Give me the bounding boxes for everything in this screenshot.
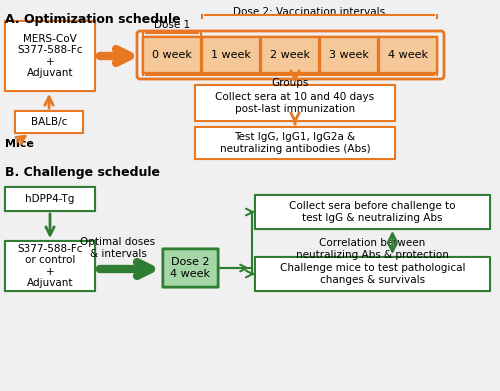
FancyBboxPatch shape (379, 37, 437, 73)
Text: BALB/c: BALB/c (31, 117, 67, 127)
FancyBboxPatch shape (5, 187, 95, 211)
FancyBboxPatch shape (255, 195, 490, 229)
Text: Mice: Mice (5, 139, 34, 149)
FancyBboxPatch shape (163, 249, 218, 287)
Text: S377-588-Fc
or control
+
Adjuvant: S377-588-Fc or control + Adjuvant (17, 244, 83, 289)
FancyBboxPatch shape (255, 257, 490, 291)
FancyBboxPatch shape (202, 37, 260, 73)
Text: Collect sera before challenge to
test IgG & neutralizing Abs: Collect sera before challenge to test Ig… (289, 201, 456, 223)
FancyBboxPatch shape (320, 37, 378, 73)
Text: Dose 2
4 week: Dose 2 4 week (170, 257, 210, 279)
Text: B. Challenge schedule: B. Challenge schedule (5, 166, 160, 179)
FancyBboxPatch shape (5, 21, 95, 91)
FancyBboxPatch shape (15, 111, 83, 133)
Text: Collect sera at 10 and 40 days
post-last immunization: Collect sera at 10 and 40 days post-last… (216, 92, 374, 114)
Text: MERS-CoV
S377-588-Fc
+
Adjuvant: MERS-CoV S377-588-Fc + Adjuvant (17, 34, 83, 79)
Text: Optimal doses
& intervals: Optimal doses & intervals (80, 237, 156, 259)
Text: Correlation between
neutralizing Abs & protection: Correlation between neutralizing Abs & p… (296, 238, 449, 260)
FancyBboxPatch shape (143, 37, 201, 73)
Text: Dose 1: Dose 1 (154, 20, 190, 30)
Text: 3 week: 3 week (329, 50, 369, 60)
Text: Groups: Groups (272, 78, 308, 88)
Text: 1 week: 1 week (211, 50, 251, 60)
FancyBboxPatch shape (195, 85, 395, 121)
FancyBboxPatch shape (5, 241, 95, 291)
Text: Challenge mice to test pathological
changes & survivals: Challenge mice to test pathological chan… (280, 263, 465, 285)
Text: Test IgG, IgG1, IgG2a &
neutralizing antibodies (Abs): Test IgG, IgG1, IgG2a & neutralizing ant… (220, 132, 370, 154)
Text: 2 week: 2 week (270, 50, 310, 60)
FancyBboxPatch shape (261, 37, 319, 73)
Text: 4 week: 4 week (388, 50, 428, 60)
FancyBboxPatch shape (195, 127, 395, 159)
Text: 0 week: 0 week (152, 50, 192, 60)
Text: hDPP4-Tg: hDPP4-Tg (26, 194, 74, 204)
Text: Dose 2: Vaccination intervals: Dose 2: Vaccination intervals (234, 7, 386, 17)
Text: A. Optimization schedule: A. Optimization schedule (5, 13, 180, 26)
